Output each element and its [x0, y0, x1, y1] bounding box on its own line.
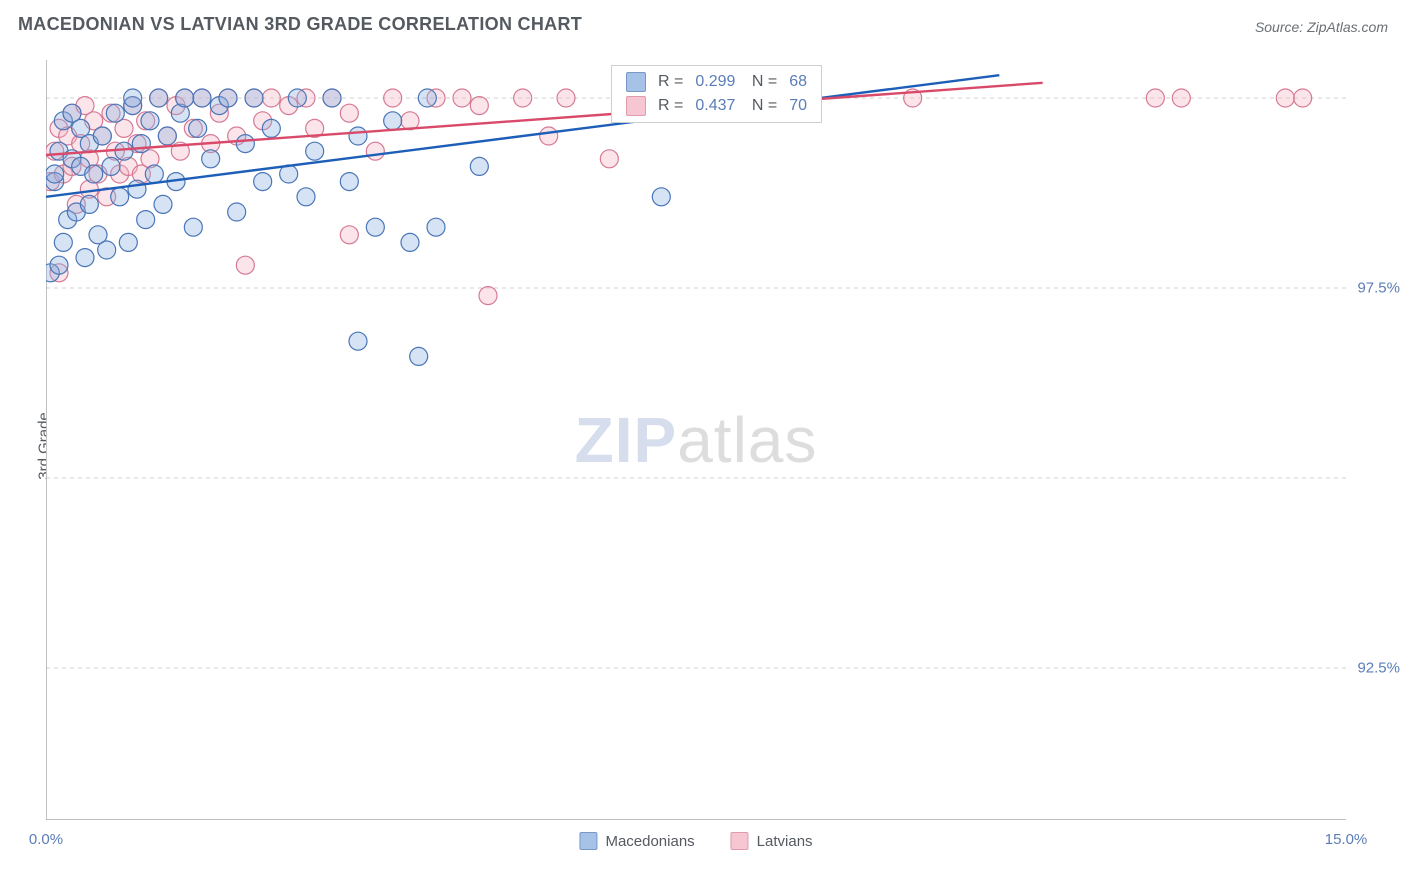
stat-n-macedonians: 68	[789, 73, 807, 91]
stats-row-latvians: R = 0.437 N = 70	[626, 96, 807, 116]
correlation-stats-box: R = 0.299 N = 68 R = 0.437 N = 70	[611, 65, 822, 123]
stat-n-latvians: 70	[789, 97, 807, 115]
swatch-macedonians-icon	[626, 72, 646, 92]
y-tick-label: 97.5%	[1357, 280, 1400, 297]
stat-r-macedonians: 0.299	[695, 73, 735, 91]
stat-label-r: R =	[658, 97, 683, 115]
source-attribution: Source: ZipAtlas.com	[1255, 19, 1388, 35]
scatter-chart-svg	[46, 60, 1346, 820]
chart-plot-area: ZIPatlas R = 0.299 N = 68 R = 0.437 N = …	[46, 60, 1346, 820]
stat-label-r: R =	[658, 73, 683, 91]
legend-label-latvians: Latvians	[757, 833, 813, 850]
chart-title: MACEDONIAN VS LATVIAN 3RD GRADE CORRELAT…	[18, 14, 582, 35]
stats-row-macedonians: R = 0.299 N = 68	[626, 72, 807, 92]
stat-label-n: N =	[747, 73, 777, 91]
legend-item-latvians: Latvians	[731, 832, 813, 850]
swatch-latvians-icon	[626, 96, 646, 116]
stat-label-n: N =	[747, 97, 777, 115]
legend-item-macedonians: Macedonians	[579, 832, 694, 850]
legend-label-macedonians: Macedonians	[605, 833, 694, 850]
legend: Macedonians Latvians	[579, 832, 812, 850]
x-tick-label: 0.0%	[29, 831, 63, 848]
legend-swatch-latvians-icon	[731, 832, 749, 850]
x-tick-label: 15.0%	[1325, 831, 1368, 848]
legend-swatch-macedonians-icon	[579, 832, 597, 850]
y-tick-label: 92.5%	[1357, 660, 1400, 677]
stat-r-latvians: 0.437	[695, 97, 735, 115]
